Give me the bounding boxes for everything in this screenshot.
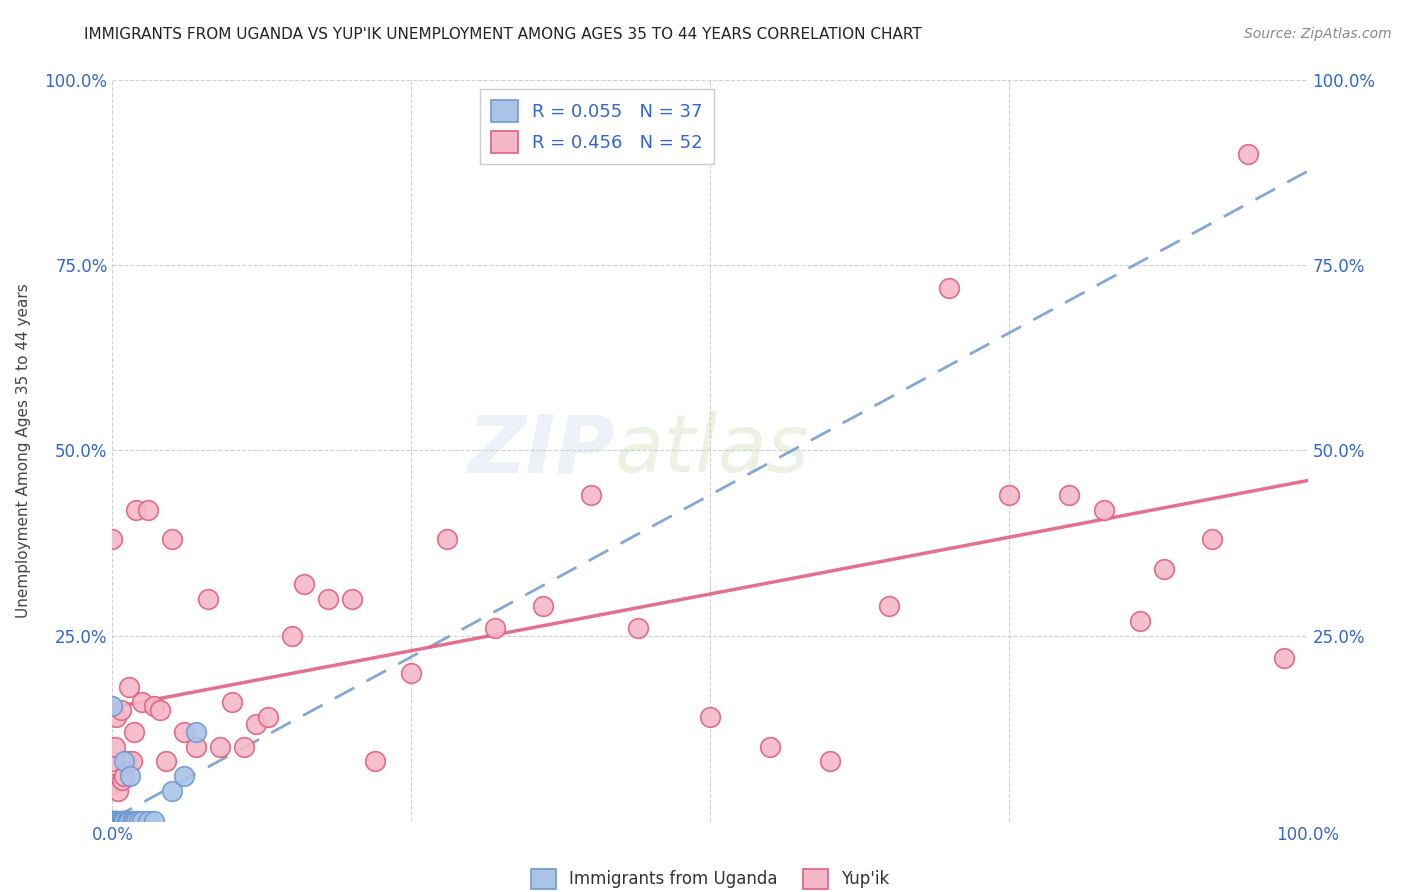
Point bbox=[101, 814, 124, 828]
Point bbox=[101, 814, 124, 828]
Point bbox=[484, 621, 506, 635]
Point bbox=[105, 710, 128, 724]
Point bbox=[120, 769, 142, 783]
Text: ZIP: ZIP bbox=[467, 411, 614, 490]
Y-axis label: Unemployment Among Ages 35 to 44 years: Unemployment Among Ages 35 to 44 years bbox=[15, 283, 31, 618]
Point bbox=[197, 591, 219, 606]
Point bbox=[221, 695, 243, 709]
Text: atlas: atlas bbox=[614, 411, 810, 490]
Point bbox=[436, 533, 458, 547]
Point bbox=[1272, 650, 1295, 665]
Text: IMMIGRANTS FROM UGANDA VS YUP'IK UNEMPLOYMENT AMONG AGES 35 TO 44 YEARS CORRELAT: IMMIGRANTS FROM UGANDA VS YUP'IK UNEMPLO… bbox=[84, 27, 922, 42]
Point bbox=[1129, 614, 1152, 628]
Point bbox=[111, 814, 134, 828]
Point bbox=[105, 814, 128, 828]
Point bbox=[121, 755, 143, 769]
Point bbox=[125, 814, 148, 828]
Point bbox=[114, 755, 135, 769]
Point bbox=[292, 576, 315, 591]
Point bbox=[101, 698, 124, 713]
Point bbox=[115, 755, 138, 769]
Point bbox=[101, 814, 124, 828]
Point bbox=[101, 533, 124, 547]
Point bbox=[162, 533, 183, 547]
Point bbox=[114, 814, 135, 828]
Point bbox=[108, 814, 131, 828]
Point bbox=[1201, 533, 1223, 547]
Point bbox=[257, 710, 280, 724]
Point bbox=[121, 814, 143, 828]
Point bbox=[155, 755, 177, 769]
Point bbox=[101, 814, 124, 828]
Point bbox=[531, 599, 554, 613]
Point bbox=[122, 814, 145, 828]
Point bbox=[579, 488, 602, 502]
Point bbox=[1153, 562, 1175, 576]
Point bbox=[281, 628, 304, 642]
Point bbox=[186, 739, 208, 754]
Point bbox=[699, 710, 721, 724]
Point bbox=[101, 776, 124, 791]
Point bbox=[111, 772, 134, 787]
Point bbox=[101, 814, 124, 828]
Point bbox=[107, 784, 129, 798]
Point bbox=[118, 814, 141, 828]
Point bbox=[128, 814, 150, 828]
Point bbox=[233, 739, 256, 754]
Point bbox=[104, 814, 127, 828]
Point bbox=[104, 814, 127, 828]
Point bbox=[173, 769, 195, 783]
Point bbox=[110, 814, 132, 828]
Point bbox=[149, 703, 172, 717]
Point bbox=[364, 755, 387, 769]
Text: Source: ZipAtlas.com: Source: ZipAtlas.com bbox=[1244, 27, 1392, 41]
Point bbox=[138, 814, 160, 828]
Point bbox=[104, 814, 127, 828]
Point bbox=[162, 784, 183, 798]
Point bbox=[114, 814, 135, 828]
Point bbox=[245, 717, 267, 731]
Point bbox=[627, 621, 650, 635]
Point bbox=[104, 739, 127, 754]
Point bbox=[1237, 147, 1260, 161]
Point bbox=[101, 814, 124, 828]
Point bbox=[879, 599, 901, 613]
Point bbox=[759, 739, 782, 754]
Point bbox=[998, 488, 1021, 502]
Point bbox=[122, 724, 145, 739]
Point bbox=[131, 695, 153, 709]
Point bbox=[105, 814, 128, 828]
Point bbox=[101, 755, 124, 769]
Point bbox=[340, 591, 363, 606]
Point bbox=[818, 755, 841, 769]
Point bbox=[125, 502, 148, 516]
Point bbox=[1057, 488, 1080, 502]
Legend: Immigrants from Uganda, Yup'ik: Immigrants from Uganda, Yup'ik bbox=[520, 859, 900, 892]
Point bbox=[117, 814, 139, 828]
Point bbox=[173, 724, 195, 739]
Point bbox=[105, 814, 128, 828]
Point bbox=[114, 769, 135, 783]
Point bbox=[110, 703, 132, 717]
Point bbox=[143, 698, 166, 713]
Point bbox=[101, 814, 124, 828]
Point bbox=[112, 814, 135, 828]
Point bbox=[938, 280, 960, 294]
Point bbox=[131, 814, 153, 828]
Point bbox=[101, 814, 124, 828]
Point bbox=[107, 814, 129, 828]
Point bbox=[209, 739, 232, 754]
Point bbox=[186, 724, 208, 739]
Point bbox=[115, 814, 138, 828]
Point bbox=[1094, 502, 1116, 516]
Point bbox=[401, 665, 423, 680]
Point bbox=[118, 681, 141, 695]
Point bbox=[316, 591, 339, 606]
Point bbox=[138, 502, 160, 516]
Point bbox=[143, 814, 166, 828]
